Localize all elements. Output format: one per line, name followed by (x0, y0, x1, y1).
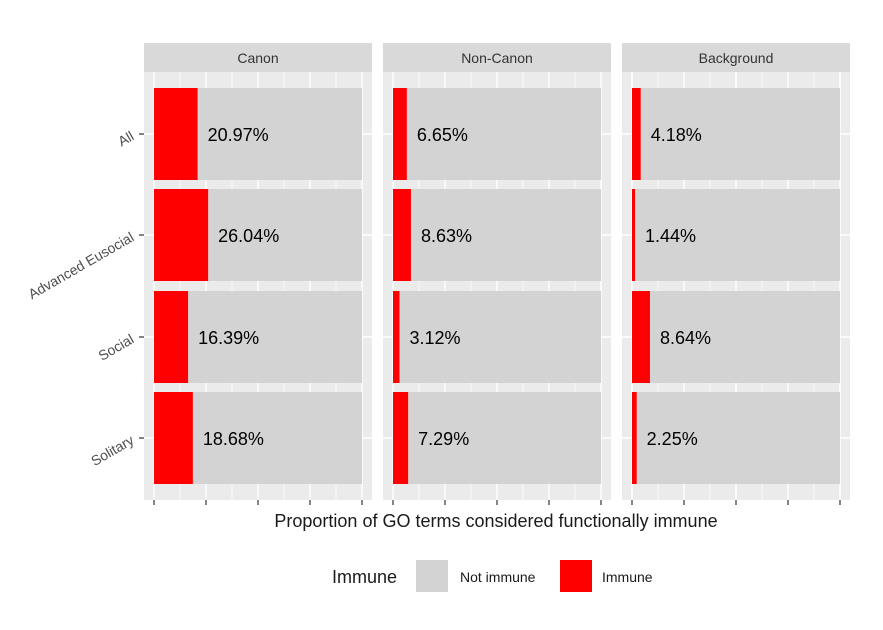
facet-strip-background (622, 43, 850, 72)
legend-key-immune (560, 560, 592, 592)
bar-not-immune-canon-solitary (192, 392, 362, 484)
legend: Immune Not immune Immune (332, 560, 653, 592)
y-axis-tick-labels: All Advanced Eusocial Social Solitary (25, 128, 144, 469)
data-label-non-canon-solitary: 7.29% (418, 429, 469, 449)
bar-not-immune-canon-advanced-eusocial (208, 189, 362, 281)
data-label-background-all: 4.18% (651, 125, 702, 145)
facet-panel-canon: Canon 20.97% 26.04% 16.39% 18.68% (144, 43, 372, 505)
bar-not-immune-canon-social (188, 291, 362, 383)
data-label-non-canon-advanced-eusocial: 8.63% (421, 226, 472, 246)
bar-immune-non-canon-social (393, 291, 400, 383)
bar-immune-canon-all (154, 88, 198, 180)
bar-not-immune-background-social (649, 291, 840, 383)
bar-immune-canon-social (154, 291, 189, 383)
x-axis-title: Proportion of GO terms considered functi… (274, 511, 717, 531)
facet-strip-non-canon (383, 43, 611, 72)
legend-key-not-immune (416, 560, 448, 592)
facet-panels: Canon 20.97% 26.04% 16.39% 18.68% Non-Canon 6.… (144, 43, 850, 505)
bar-immune-non-canon-all (393, 88, 407, 180)
facet-label-canon: Canon (237, 50, 278, 66)
bar-not-immune-non-canon-all (406, 88, 601, 180)
bar-immune-canon-advanced-eusocial (154, 189, 209, 281)
bar-immune-background-advanced-eusocial (632, 189, 635, 281)
data-label-background-advanced-eusocial: 1.44% (645, 226, 696, 246)
y-tick-label: Advanced Eusocial (25, 229, 136, 302)
bar-immune-non-canon-solitary (393, 392, 409, 484)
y-tick-label: All (115, 128, 136, 150)
data-label-background-social: 8.64% (660, 328, 711, 348)
facet-label-background: Background (699, 50, 774, 66)
facet-label-non-canon: Non-Canon (461, 50, 533, 66)
bar-not-immune-background-all (640, 88, 840, 180)
data-label-canon-all: 20.97% (208, 125, 269, 145)
bar-not-immune-non-canon-social (399, 291, 601, 383)
facet-panel-background: Background 4.18% 1.44% 8.64% 2.25% (622, 43, 850, 505)
legend-label-immune: Immune (602, 569, 653, 585)
y-tick-label: Social (95, 331, 136, 364)
data-label-canon-advanced-eusocial: 26.04% (218, 226, 279, 246)
legend-title: Immune (332, 567, 397, 587)
bar-immune-non-canon-advanced-eusocial (393, 189, 411, 281)
bar-immune-background-solitary (632, 392, 637, 484)
data-label-background-solitary: 2.25% (647, 429, 698, 449)
legend-label-not-immune: Not immune (460, 569, 536, 585)
facet-strip-canon (144, 43, 372, 72)
data-label-non-canon-social: 3.12% (409, 328, 460, 348)
y-tick-label: Solitary (88, 432, 136, 469)
data-label-canon-social: 16.39% (198, 328, 259, 348)
bar-not-immune-background-solitary (636, 392, 840, 484)
facet-panel-non-canon: Non-Canon 6.65% 8.63% 3.12% 7.29% (383, 43, 611, 505)
data-label-non-canon-all: 6.65% (417, 125, 468, 145)
bar-not-immune-background-advanced-eusocial (634, 189, 840, 281)
data-label-canon-solitary: 18.68% (203, 429, 264, 449)
bar-immune-background-social (632, 291, 650, 383)
bar-immune-background-all (632, 88, 641, 180)
bar-not-immune-non-canon-solitary (408, 392, 601, 484)
bar-not-immune-non-canon-advanced-eusocial (410, 189, 601, 281)
bar-immune-canon-solitary (154, 392, 193, 484)
bar-not-immune-canon-all (197, 88, 362, 180)
